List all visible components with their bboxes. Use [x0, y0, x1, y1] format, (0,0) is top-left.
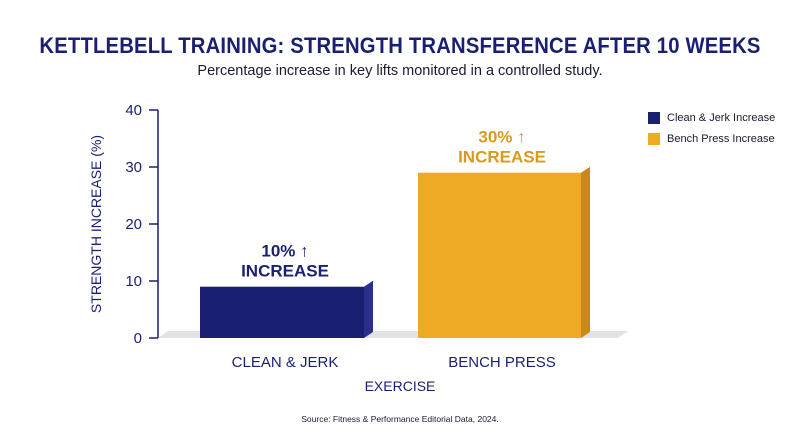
- legend-item-bench-press: Bench Press Increase: [648, 132, 775, 146]
- data-label-value: 10% ↑: [261, 242, 308, 261]
- y-tick-label: 10: [125, 273, 142, 290]
- y-axis-label: STRENGTH INCREASE (%): [88, 135, 104, 313]
- legend-label-bench-press: Bench Press Increase: [667, 133, 775, 145]
- legend-label-clean-jerk: Clean & Jerk Increase: [667, 112, 776, 124]
- x-tick-label: CLEAN & JERK: [232, 354, 339, 371]
- bar-side: [364, 280, 373, 338]
- legend: Clean & Jerk Increase Bench Press Increa…: [648, 111, 775, 153]
- y-tick-label: 20: [125, 216, 142, 233]
- bar: [418, 172, 581, 338]
- legend-swatch-bench-press: [648, 133, 660, 145]
- y-tick-label: 40: [125, 102, 142, 119]
- data-label-value: 30% ↑: [478, 128, 525, 147]
- x-axis-label: EXERCISE: [365, 378, 436, 394]
- chart-title: KETTLEBELL TRAINING: STRENGTH TRANSFEREN…: [39, 33, 761, 58]
- source-note: Source: Fitness & Performance Editorial …: [301, 414, 499, 424]
- bar: [200, 286, 364, 338]
- x-tick-label: BENCH PRESS: [448, 354, 556, 371]
- data-label-text: INCREASE: [458, 148, 546, 167]
- data-label-text: INCREASE: [241, 262, 329, 281]
- y-tick-label: 0: [134, 330, 142, 347]
- legend-swatch-clean-jerk: [648, 112, 660, 124]
- bar-side: [581, 166, 590, 338]
- chart-subtitle: Percentage increase in key lifts monitor…: [197, 63, 603, 79]
- y-tick-label: 30: [125, 159, 142, 176]
- legend-item-clean-jerk: Clean & Jerk Increase: [648, 111, 775, 125]
